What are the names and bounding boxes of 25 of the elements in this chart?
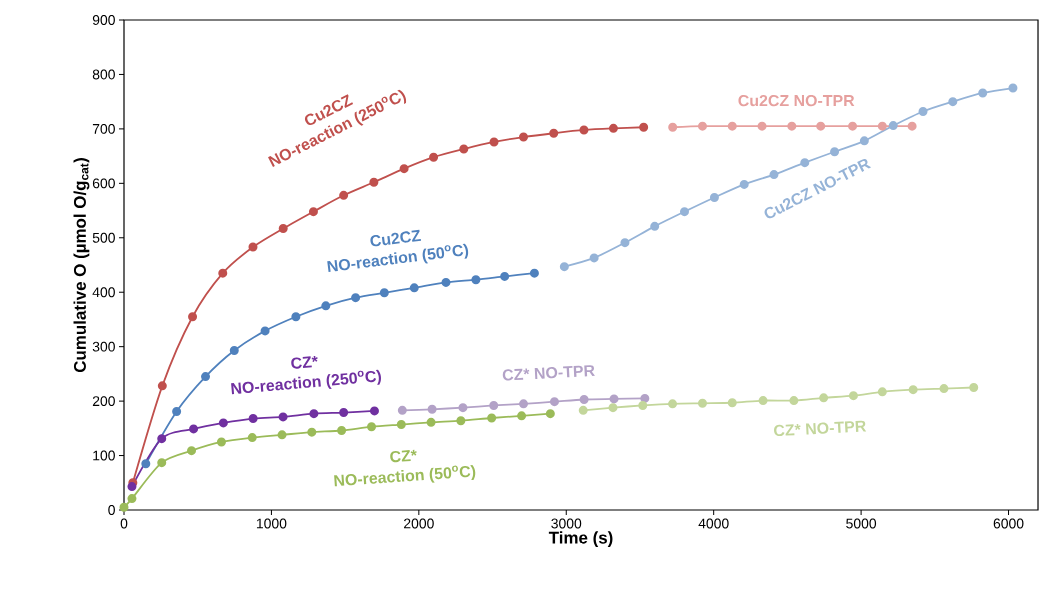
x-tick-label: 0 — [120, 518, 128, 529]
text: Cu2CZ NO-reaction (50$^{o}$C) — [327, 229, 469, 273]
series-label: CZ* NO-reaction (50$^{o}$C) — [334, 449, 476, 487]
series-label: CZ* NO-TPR — [502, 365, 595, 381]
y-axis-title: Cumulative O (µmol O/g$_{cat}$) — [73, 158, 90, 373]
x-tick-label: 4000 — [698, 518, 729, 529]
x-tick-label: 1000 — [256, 518, 287, 529]
x-tick-label: 5000 — [846, 518, 877, 529]
x-tick-label: 2000 — [404, 518, 434, 529]
y-tick-label: 500 — [92, 232, 115, 243]
y-tick-label: 300 — [92, 341, 115, 352]
series-label: CZ* NO-reaction (250$^{o}$C) — [231, 355, 381, 395]
x-tick-label: 3000 — [551, 518, 582, 529]
series-label: CZ* NO-TPR — [774, 420, 867, 437]
y-tick-label: 600 — [92, 178, 115, 189]
x-tick-label: 6000 — [993, 518, 1024, 529]
y-tick-label: 0 — [108, 505, 115, 515]
y-tick-label: 700 — [92, 123, 115, 134]
y-tick-label: 800 — [92, 69, 115, 80]
y-tick-label: 900 — [92, 15, 115, 25]
y-tick-label: 200 — [92, 396, 115, 407]
y-tick-label: 100 — [93, 450, 115, 461]
x-axis-title: Time (s) — [548, 531, 613, 548]
series-label: Cu2CZ NO-TPR — [738, 94, 855, 107]
y-tick-label: 400 — [92, 287, 115, 298]
